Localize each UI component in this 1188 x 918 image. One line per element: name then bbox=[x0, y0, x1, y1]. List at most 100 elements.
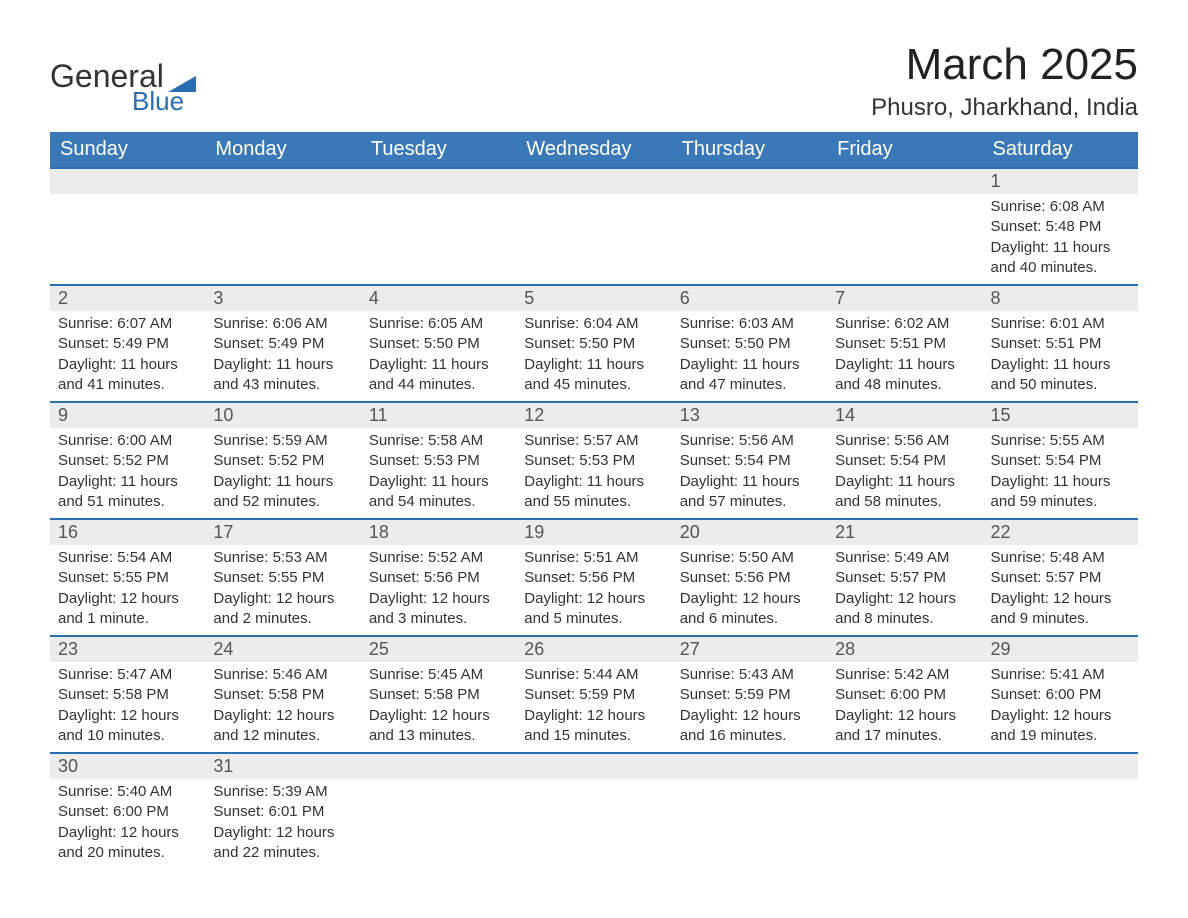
daylight-line: Daylight: 12 hours bbox=[369, 706, 508, 726]
day-details-cell bbox=[516, 194, 671, 285]
daylight-line: and 51 minutes. bbox=[58, 492, 197, 512]
day-number-cell bbox=[672, 753, 827, 779]
sunrise-line: Sunrise: 6:04 AM bbox=[524, 314, 663, 334]
sunrise-line: Sunrise: 5:54 AM bbox=[58, 548, 197, 568]
sunrise-line: Sunrise: 5:50 AM bbox=[680, 548, 819, 568]
sunset-line: Sunset: 5:55 PM bbox=[58, 568, 197, 588]
sunrise-line: Sunrise: 5:40 AM bbox=[58, 782, 197, 802]
daylight-line: and 57 minutes. bbox=[680, 492, 819, 512]
daylight-line: Daylight: 11 hours bbox=[680, 355, 819, 375]
sunset-line: Sunset: 5:49 PM bbox=[213, 334, 352, 354]
day-details-cell: Sunrise: 6:06 AMSunset: 5:49 PMDaylight:… bbox=[205, 311, 360, 402]
day-number: 4 bbox=[361, 286, 516, 311]
daylight-line: and 12 minutes. bbox=[213, 726, 352, 746]
day-number-cell: 6 bbox=[672, 285, 827, 311]
daylight-line: Daylight: 11 hours bbox=[524, 472, 663, 492]
logo: General Blue bbox=[50, 60, 196, 114]
daylight-line: and 9 minutes. bbox=[991, 609, 1130, 629]
day-number-cell: 13 bbox=[672, 402, 827, 428]
sunset-line: Sunset: 5:50 PM bbox=[369, 334, 508, 354]
daylight-line: and 50 minutes. bbox=[991, 375, 1130, 395]
sunrise-line: Sunrise: 5:43 AM bbox=[680, 665, 819, 685]
day-number: 10 bbox=[205, 403, 360, 428]
sunset-line: Sunset: 5:50 PM bbox=[524, 334, 663, 354]
weekday-header: Saturday bbox=[983, 132, 1138, 168]
daylight-line: Daylight: 11 hours bbox=[991, 238, 1130, 258]
logo-text-blue: Blue bbox=[132, 88, 196, 114]
day-number: 3 bbox=[205, 286, 360, 311]
day-number-cell bbox=[361, 168, 516, 194]
daylight-line: and 16 minutes. bbox=[680, 726, 819, 746]
sunrise-line: Sunrise: 6:05 AM bbox=[369, 314, 508, 334]
sunset-line: Sunset: 5:58 PM bbox=[369, 685, 508, 705]
sunrise-line: Sunrise: 5:57 AM bbox=[524, 431, 663, 451]
title-block: March 2025 Phusro, Jharkhand, India bbox=[871, 40, 1138, 122]
day-details-cell: Sunrise: 5:48 AMSunset: 5:57 PMDaylight:… bbox=[983, 545, 1138, 636]
sunrise-line: Sunrise: 6:02 AM bbox=[835, 314, 974, 334]
daylight-line: Daylight: 12 hours bbox=[58, 823, 197, 843]
daylight-line: and 22 minutes. bbox=[213, 843, 352, 863]
daylight-line: and 17 minutes. bbox=[835, 726, 974, 746]
day-details-cell: Sunrise: 5:53 AMSunset: 5:55 PMDaylight:… bbox=[205, 545, 360, 636]
sunset-line: Sunset: 5:49 PM bbox=[58, 334, 197, 354]
day-details-cell: Sunrise: 5:49 AMSunset: 5:57 PMDaylight:… bbox=[827, 545, 982, 636]
day-number-cell: 11 bbox=[361, 402, 516, 428]
day-details-cell: Sunrise: 5:54 AMSunset: 5:55 PMDaylight:… bbox=[50, 545, 205, 636]
day-details-cell: Sunrise: 5:56 AMSunset: 5:54 PMDaylight:… bbox=[672, 428, 827, 519]
daylight-line: Daylight: 12 hours bbox=[213, 589, 352, 609]
location-subtitle: Phusro, Jharkhand, India bbox=[871, 94, 1138, 122]
day-details-cell bbox=[516, 779, 671, 869]
sunset-line: Sunset: 5:51 PM bbox=[835, 334, 974, 354]
header-row: General Blue March 2025 Phusro, Jharkhan… bbox=[50, 40, 1138, 122]
sunset-line: Sunset: 5:54 PM bbox=[680, 451, 819, 471]
day-number-cell: 2 bbox=[50, 285, 205, 311]
day-number-cell: 12 bbox=[516, 402, 671, 428]
day-number: 2 bbox=[50, 286, 205, 311]
day-details-cell bbox=[672, 779, 827, 869]
day-number-cell: 31 bbox=[205, 753, 360, 779]
day-details-cell: Sunrise: 5:40 AMSunset: 6:00 PMDaylight:… bbox=[50, 779, 205, 869]
day-number: 14 bbox=[827, 403, 982, 428]
day-number-cell: 23 bbox=[50, 636, 205, 662]
day-details-cell: Sunrise: 5:50 AMSunset: 5:56 PMDaylight:… bbox=[672, 545, 827, 636]
daylight-line: and 5 minutes. bbox=[524, 609, 663, 629]
sunrise-line: Sunrise: 5:42 AM bbox=[835, 665, 974, 685]
day-number-cell: 16 bbox=[50, 519, 205, 545]
daylight-line: Daylight: 12 hours bbox=[369, 589, 508, 609]
day-number-cell: 20 bbox=[672, 519, 827, 545]
weekday-header: Friday bbox=[827, 132, 982, 168]
day-details-cell: Sunrise: 5:44 AMSunset: 5:59 PMDaylight:… bbox=[516, 662, 671, 753]
sunset-line: Sunset: 6:00 PM bbox=[835, 685, 974, 705]
daylight-line: Daylight: 11 hours bbox=[991, 355, 1130, 375]
day-number-cell: 25 bbox=[361, 636, 516, 662]
day-number: 5 bbox=[516, 286, 671, 311]
day-number: 11 bbox=[361, 403, 516, 428]
day-number: 20 bbox=[672, 520, 827, 545]
day-number-cell: 17 bbox=[205, 519, 360, 545]
sunrise-line: Sunrise: 5:58 AM bbox=[369, 431, 508, 451]
daylight-line: and 15 minutes. bbox=[524, 726, 663, 746]
day-number: 16 bbox=[50, 520, 205, 545]
day-number-cell bbox=[516, 168, 671, 194]
daylight-line: Daylight: 11 hours bbox=[680, 472, 819, 492]
daylight-line: and 48 minutes. bbox=[835, 375, 974, 395]
day-details-cell: Sunrise: 5:42 AMSunset: 6:00 PMDaylight:… bbox=[827, 662, 982, 753]
day-number: 26 bbox=[516, 637, 671, 662]
day-number-cell: 15 bbox=[983, 402, 1138, 428]
day-number-cell bbox=[672, 168, 827, 194]
day-details-cell: Sunrise: 6:07 AMSunset: 5:49 PMDaylight:… bbox=[50, 311, 205, 402]
day-details-cell: Sunrise: 5:57 AMSunset: 5:53 PMDaylight:… bbox=[516, 428, 671, 519]
day-number-cell: 29 bbox=[983, 636, 1138, 662]
day-details-cell: Sunrise: 5:47 AMSunset: 5:58 PMDaylight:… bbox=[50, 662, 205, 753]
daylight-line: Daylight: 12 hours bbox=[58, 589, 197, 609]
day-number-cell bbox=[50, 168, 205, 194]
day-number: 9 bbox=[50, 403, 205, 428]
day-number: 29 bbox=[983, 637, 1138, 662]
sunset-line: Sunset: 6:00 PM bbox=[991, 685, 1130, 705]
day-number: 18 bbox=[361, 520, 516, 545]
daylight-line: Daylight: 11 hours bbox=[835, 472, 974, 492]
day-details-cell bbox=[205, 194, 360, 285]
sunrise-line: Sunrise: 5:49 AM bbox=[835, 548, 974, 568]
day-details-cell bbox=[672, 194, 827, 285]
day-details-cell: Sunrise: 6:00 AMSunset: 5:52 PMDaylight:… bbox=[50, 428, 205, 519]
